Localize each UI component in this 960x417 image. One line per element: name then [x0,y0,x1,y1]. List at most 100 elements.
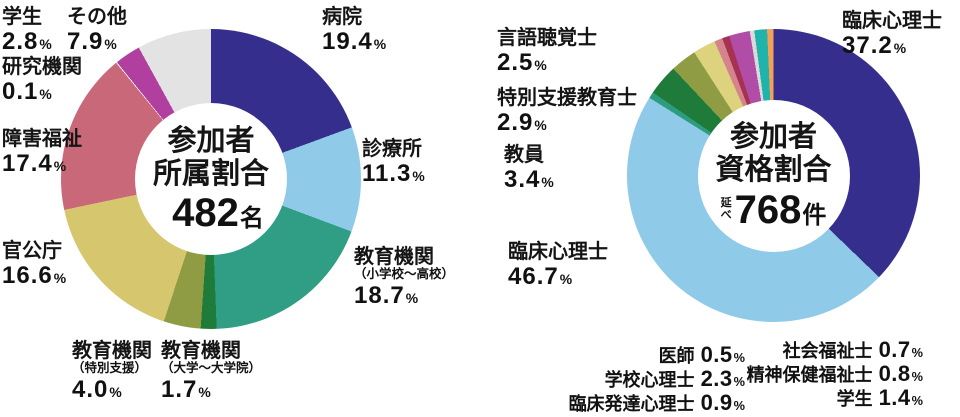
percent-sign: % [733,398,745,413]
segment-value: 19.4% [322,28,386,56]
segment-value-number: 2.9 [497,109,534,137]
segment-value: 3.4% [504,166,554,194]
label-clinical-psychologist-major: 臨床心理士 46.7% [508,241,608,291]
segment-value: 11.3% [362,160,425,188]
percent-sign: % [39,36,52,53]
label-speech-therapist: 言語聴覚士 2.5% [497,27,597,77]
segment-label: 教育機関 [72,340,152,362]
label-clinical-psychologist-top: 臨床心理士 37.2% [842,10,942,60]
label-education-school: 教育機関 （小学校〜高校） 18.7% [354,246,454,310]
segment-label: 病院 [322,6,362,28]
segment-value: 0.7% [879,337,923,362]
segment-value: 1.4% [879,385,923,410]
percent-sign: % [893,40,907,57]
label-education-university: 教育機関 （大学〜大学院） 1.7% [161,340,261,404]
center-total: 482 名 [158,193,264,233]
donut-chart-qualification: 参加者 資格割合 延べ 768 件 [627,29,920,322]
segment-label: 社会福祉士 [782,341,873,361]
label-clinical-developmental-psychologist: 臨床発達心理士 0.9% [569,390,745,416]
segment-value: 37.2% [842,32,942,60]
total-prefix: 延べ [720,197,732,221]
percent-sign: % [911,393,923,408]
segment-label: 学生 [836,389,873,409]
segment-value-number: 0.5 [700,342,733,367]
segment-value: 2.3% [701,366,745,391]
segment-sublabel: （小学校〜高校） [354,267,455,282]
percent-sign: % [733,374,745,389]
total-unit: 件 [802,201,827,229]
segment-value-number: 2.5 [497,49,534,77]
segment-label: 学校心理士 [604,370,695,390]
segment-sublabel: （大学〜大学院） [161,361,262,376]
percent-sign: % [53,158,67,175]
segment-value: 18.7% [354,282,454,310]
center-title-line: 参加者 [167,124,255,157]
segment-label: 臨床発達心理士 [568,394,695,414]
segment-value: 0.5% [701,342,745,367]
percent-sign: % [198,384,211,401]
segment-value-number: 2.3 [700,366,733,391]
segment-value: 0.8% [879,361,923,386]
label-doctor: 医師 0.5% [659,342,745,368]
segment-value: 2.9% [497,109,637,137]
percent-sign: % [559,271,573,288]
label-psychiatric-social-worker: 精神保健福祉士 0.8% [747,361,923,387]
percent-sign: % [405,290,419,307]
segment-value-number: 4.0 [72,376,109,404]
segment-label: 診療所 [362,138,422,160]
label-other: その他 7.9% [67,6,127,56]
segment-label: 言語聴覚士 [497,27,597,49]
percent-sign: % [911,369,923,384]
segment-label: 教育機関 [161,340,241,362]
segment-value-number: 1.4 [878,385,911,410]
segment-value: 4.0% [72,376,152,404]
percent-sign: % [104,36,117,53]
donut-center-qualification: 参加者 資格割合 延べ 768 件 [697,99,850,252]
segment-value-number: 0.8 [878,361,911,386]
segment-value-number: 17.4 [2,150,53,178]
center-total: 延べ 768 件 [721,190,827,230]
segment-label: 医師 [658,346,695,366]
donut-chart-affiliation: 参加者 所属割合 482 名 [61,29,361,329]
percent-sign: % [541,174,554,191]
segment-value-number: 18.7 [354,282,405,310]
segment-value: 1.7% [161,376,261,404]
segment-label: 精神保健福祉士 [746,365,873,385]
label-student-right: 学生 1.4% [837,385,923,411]
segment-value-number: 46.7 [508,263,559,291]
label-teacher: 教員 3.4% [504,144,554,194]
percent-sign: % [109,384,122,401]
segment-value-number: 16.6 [2,262,53,290]
total-unit: 名 [239,205,264,233]
segment-label: 臨床心理士 [508,241,608,263]
segment-label: その他 [67,6,127,28]
percent-sign: % [911,345,923,360]
percent-sign: % [534,57,547,74]
segment-value-number: 7.9 [67,28,104,56]
segment-label: 官公庁 [2,240,62,262]
percent-sign: % [53,270,67,287]
segment-value: 7.9% [67,28,127,56]
segment-value: 17.4% [2,150,82,178]
center-title-line: 資格割合 [715,154,832,186]
segment-value: 2.5% [497,49,597,77]
label-school-psychologist: 学校心理士 2.3% [605,366,745,392]
label-social-worker: 社会福祉士 0.7% [783,337,923,363]
segment-value-number: 19.4 [322,28,373,56]
percent-sign: % [534,117,547,134]
donut-center-affiliation: 参加者 所属割合 482 名 [135,103,287,255]
segment-value-number: 3.4 [504,166,541,194]
percent-sign: % [39,86,52,103]
total-number: 768 [734,187,802,232]
segment-label: 障害福祉 [2,128,82,150]
label-special-needs-educator: 特別支援教育士 2.9% [497,87,637,137]
segment-label: 教育機関 [354,246,434,268]
label-student-left: 学生 2.8% [2,6,52,56]
segment-value: 0.1% [2,78,82,106]
segment-sublabel: （特別支援） [72,361,148,376]
segment-value: 0.9% [701,390,745,415]
segment-label: 研究機関 [2,56,82,78]
label-education-special-support: 教育機関 （特別支援） 4.0% [72,340,152,404]
segment-value-number: 1.7 [161,376,198,404]
